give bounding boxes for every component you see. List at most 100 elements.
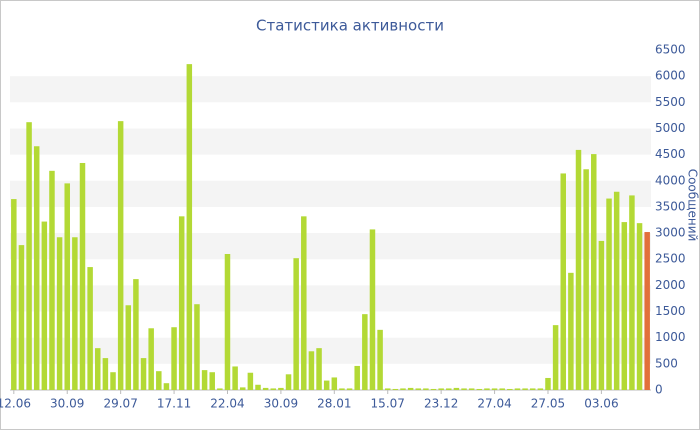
bar: [232, 366, 238, 390]
bar: [293, 258, 299, 390]
bar: [415, 388, 422, 390]
y-tick-label: 3500: [655, 199, 686, 213]
bar: [186, 64, 193, 390]
bar: [545, 377, 551, 390]
x-tick-label: 28.01: [317, 397, 351, 411]
x-tick-label: 30.09: [264, 397, 298, 411]
x-tick-label: 23.12: [424, 397, 458, 411]
bar: [209, 372, 215, 390]
bar: [629, 195, 635, 390]
x-tick-label: 27.04: [477, 397, 511, 411]
bar: [41, 221, 48, 390]
bar: [117, 121, 124, 390]
y-tick-label: 4500: [655, 147, 686, 161]
bar: [308, 351, 315, 390]
y-tick-label: 5500: [655, 95, 686, 109]
bar: [613, 191, 620, 390]
bar: [323, 380, 330, 390]
bar: [514, 388, 521, 390]
y-tick-label: 1500: [655, 304, 686, 318]
bar: [362, 314, 368, 390]
grid-band: [10, 180, 651, 207]
bar: [552, 325, 559, 390]
y-tick-label: 3000: [655, 226, 686, 240]
y-tick-label: 6000: [655, 69, 686, 83]
bar: [606, 198, 612, 390]
grid-band: [10, 285, 651, 312]
bar: [537, 388, 544, 390]
bar: [453, 387, 460, 390]
y-tick-label: 6500: [655, 43, 686, 57]
y-tick-label: 1000: [655, 330, 686, 344]
bar: [125, 305, 132, 390]
bar: [461, 388, 467, 390]
y-tick-label: 2000: [655, 278, 686, 292]
bar: [217, 388, 223, 390]
bar: [377, 329, 383, 390]
bar: [354, 365, 360, 390]
bar: [133, 279, 139, 390]
grid-band: [10, 337, 651, 364]
bar: [163, 383, 170, 390]
x-tick-label: 17.11: [157, 397, 191, 411]
bar: [621, 222, 628, 390]
bar: [56, 237, 63, 390]
grid-band: [10, 128, 651, 155]
bar: [476, 388, 483, 390]
bar: [568, 272, 574, 390]
bar: [95, 348, 101, 390]
y-tick-label: 500: [655, 356, 678, 370]
bar: [87, 267, 93, 390]
bar: [499, 388, 505, 390]
bar: [255, 384, 261, 390]
bar: [598, 240, 605, 390]
bar: [194, 304, 200, 390]
y-axis-label: Сообщений: [686, 169, 700, 242]
bar: [522, 388, 528, 390]
bar: [178, 216, 185, 390]
bar: [339, 388, 345, 390]
bar: [484, 388, 490, 390]
bar: [278, 387, 284, 390]
bar: [430, 388, 437, 390]
bar: [239, 387, 246, 390]
x-tick-label: 29.07: [103, 397, 137, 411]
bar: [346, 388, 353, 390]
bar: [636, 223, 643, 390]
x-tick-label: 12.06: [0, 397, 31, 411]
chart-title: Статистика активности: [256, 17, 444, 35]
y-tick-label: 0: [655, 383, 663, 397]
grid-band: [10, 233, 651, 260]
bar: [110, 372, 116, 390]
bar: [575, 149, 582, 390]
bar: [270, 388, 277, 390]
x-tick-label: 30.09: [50, 397, 84, 411]
bar: [400, 388, 406, 390]
bar: [72, 237, 78, 390]
bar: [438, 388, 444, 390]
bar: [148, 328, 154, 390]
bar: [49, 170, 55, 390]
bar: [285, 374, 292, 390]
bar: [247, 372, 254, 390]
bar: [171, 327, 177, 390]
bar: [33, 146, 40, 390]
x-tick-label: 22.04: [210, 397, 244, 411]
bar: [224, 254, 231, 390]
bar: [384, 388, 391, 390]
y-tick-label: 5000: [655, 121, 686, 135]
bar: [583, 169, 589, 390]
bar: [102, 358, 109, 390]
bar: [507, 388, 513, 390]
bar: [64, 183, 70, 390]
bar: [18, 245, 25, 390]
bar: [392, 388, 399, 390]
bar: [26, 122, 32, 390]
bar: [491, 388, 498, 390]
bar: [369, 229, 376, 390]
bar: [79, 162, 86, 390]
y-tick-label: 4000: [655, 173, 686, 187]
bar: [201, 370, 208, 390]
bar: [423, 388, 429, 390]
